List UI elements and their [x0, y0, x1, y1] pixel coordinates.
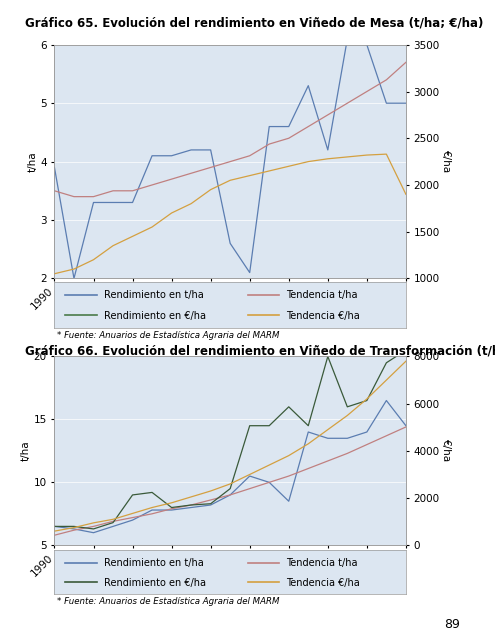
Text: Rendimiento en t/ha: Rendimiento en t/ha: [103, 559, 203, 568]
Text: * Fuente: Anuarios de Estadística Agraria del MARM: * Fuente: Anuarios de Estadística Agrari…: [57, 331, 279, 340]
Text: 89: 89: [445, 618, 460, 632]
Text: Gráfico 66. Evolución del rendimiento en Viñedo de Transformación (t/ha; €/ha): Gráfico 66. Evolución del rendimiento en…: [25, 344, 495, 357]
Text: * Fuente: Anuarios de Estadística Agraria del MARM: * Fuente: Anuarios de Estadística Agrari…: [57, 597, 279, 606]
Text: Rendimiento en t/ha: Rendimiento en t/ha: [103, 291, 203, 300]
Text: Rendimiento en €/ha: Rendimiento en €/ha: [103, 578, 205, 588]
Y-axis label: t/ha: t/ha: [27, 151, 38, 172]
Text: Rendimiento en €/ha: Rendimiento en €/ha: [103, 310, 205, 321]
X-axis label: Año: Año: [220, 582, 240, 591]
Text: Tendencia t/ha: Tendencia t/ha: [287, 291, 358, 300]
Y-axis label: t/ha: t/ha: [21, 440, 31, 461]
Y-axis label: €/ha: €/ha: [441, 439, 451, 463]
Text: Gráfico 65. Evolución del rendimiento en Viñedo de Mesa (t/ha; €/ha): Gráfico 65. Evolución del rendimiento en…: [25, 16, 483, 29]
Text: Tendencia €/ha: Tendencia €/ha: [287, 578, 360, 588]
Y-axis label: €/ha: €/ha: [441, 150, 451, 173]
Text: Tendencia t/ha: Tendencia t/ha: [287, 559, 358, 568]
X-axis label: Año: Año: [220, 315, 240, 324]
Text: Tendencia €/ha: Tendencia €/ha: [287, 310, 360, 321]
